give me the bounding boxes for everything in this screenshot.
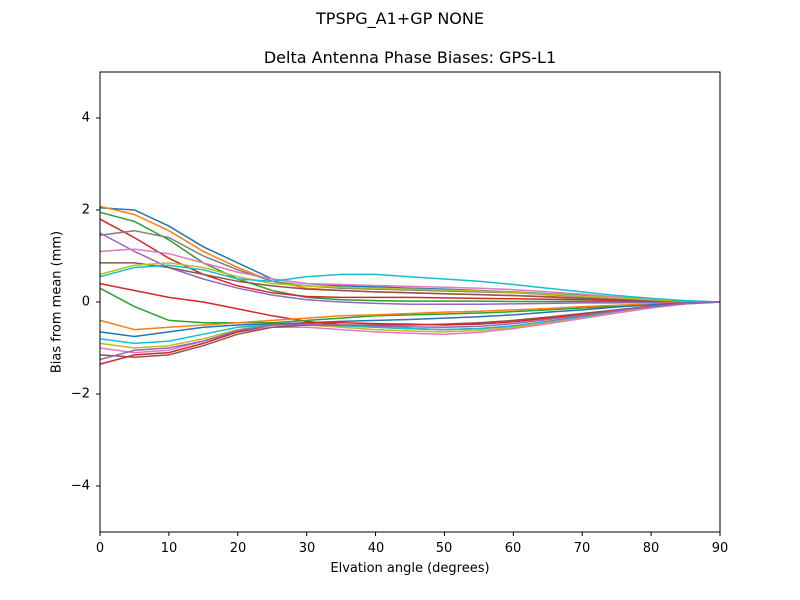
x-tick-label: 30 [298, 541, 316, 556]
x-tick-label: 10 [160, 541, 178, 556]
series-line [100, 262, 721, 303]
x-tick-label: 70 [573, 541, 591, 556]
x-tick-label: 40 [367, 541, 385, 556]
x-tick-label: 80 [642, 541, 660, 556]
chart-title: Delta Antenna Phase Biases: GPS-L1 [263, 48, 557, 67]
series-line [99, 264, 721, 303]
series-line [99, 301, 721, 361]
y-axis-label: Bias from mean (mm) [49, 230, 65, 374]
series-line [99, 301, 721, 338]
y-tick-label: 4 [81, 110, 90, 126]
x-tick-label: 90 [711, 541, 729, 556]
series-line [99, 206, 721, 303]
series-line [99, 301, 721, 331]
x-axis-label: Elvation angle (degrees) [330, 561, 490, 576]
series-line [99, 248, 721, 303]
series-line [99, 287, 721, 324]
data-lines [99, 205, 721, 365]
figure-suptitle: TPSPG_A1+GP NONE [316, 9, 484, 28]
axis-ticks [96, 117, 721, 536]
series-line [99, 262, 721, 303]
y-tick-label: −2 [70, 386, 90, 402]
x-tick-label: 50 [435, 541, 453, 556]
x-tick-label: 60 [504, 541, 522, 556]
y-tick-label: 0 [81, 294, 90, 310]
x-tick-label: 0 [95, 541, 105, 556]
y-tick-label: −4 [70, 478, 90, 494]
x-tick-label: 20 [229, 541, 247, 556]
y-tick-label: 2 [81, 202, 90, 218]
series-line [99, 232, 720, 306]
